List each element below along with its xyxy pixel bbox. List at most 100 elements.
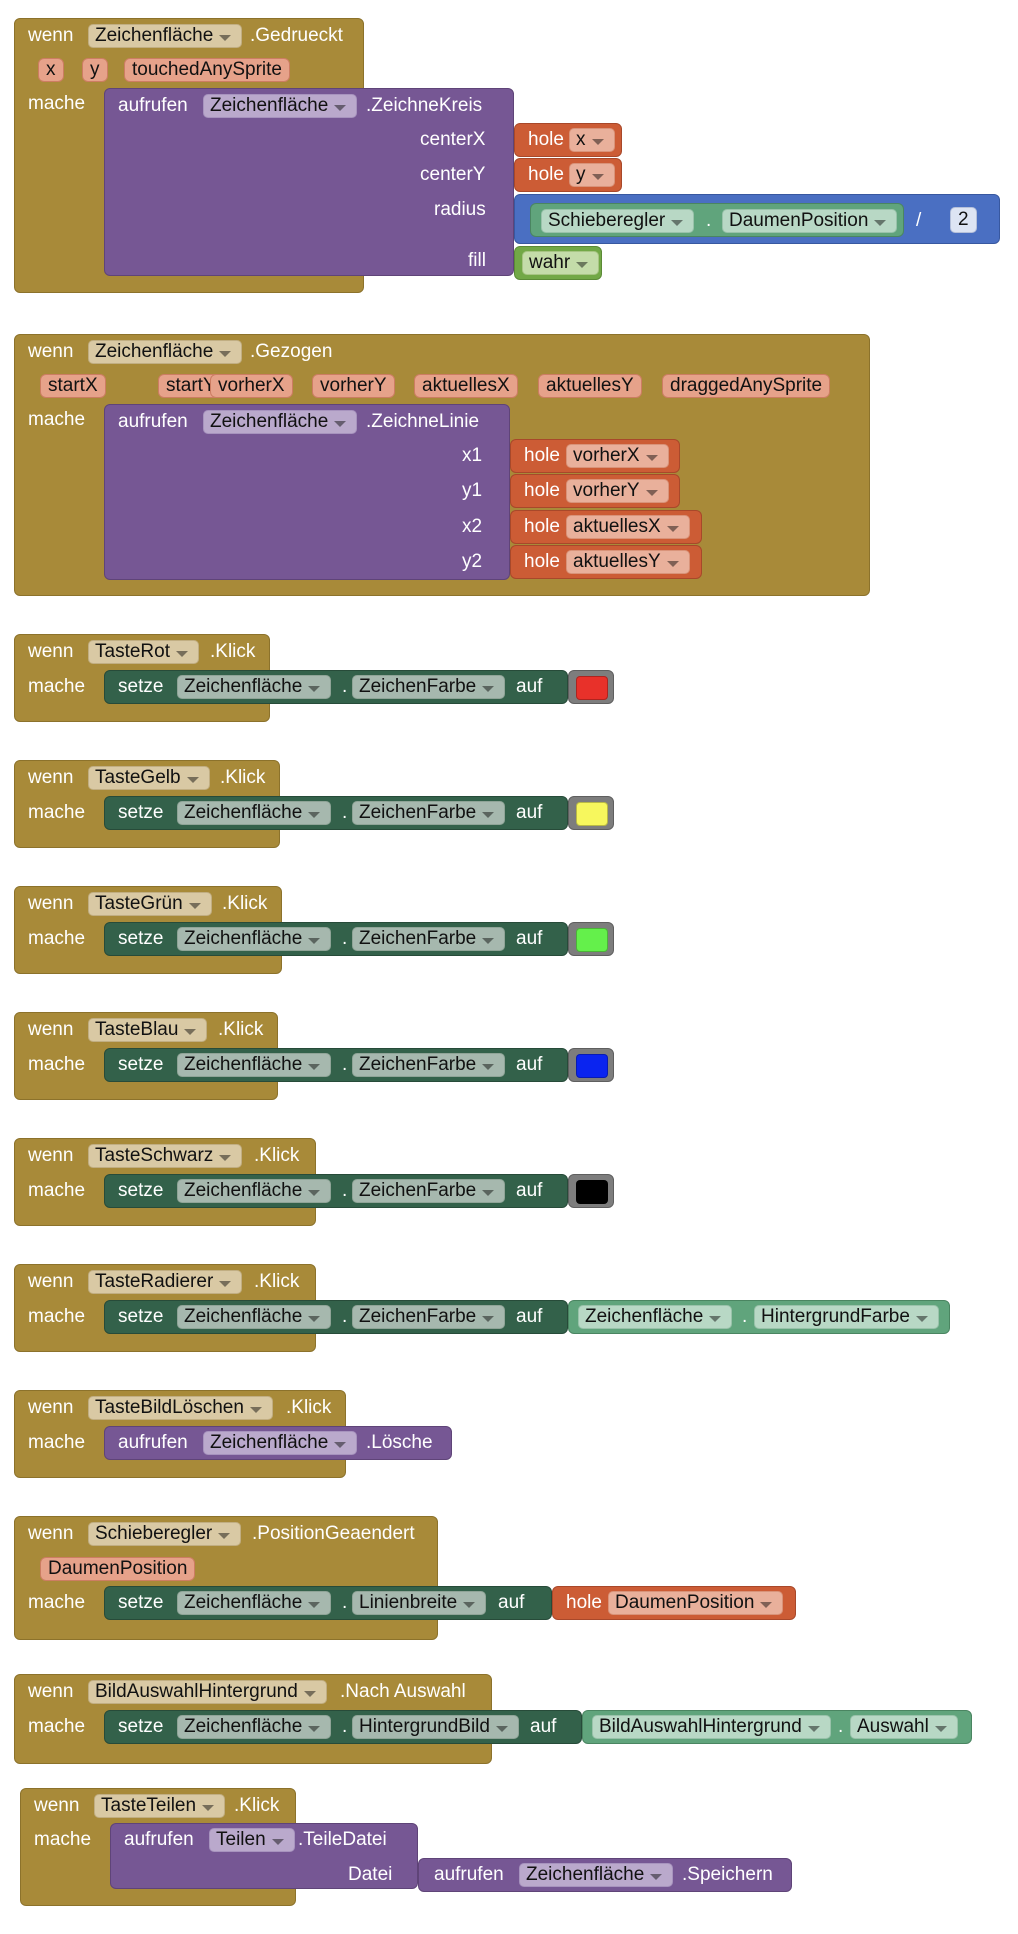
dot-separator: . — [838, 1716, 844, 1737]
component-dropdown[interactable]: Zeichenfläche — [177, 1715, 332, 1739]
component-dropdown[interactable]: Zeichenfläche — [177, 1591, 332, 1615]
when-keyword: wenn — [28, 767, 74, 788]
get-keyword: hole — [566, 1592, 602, 1613]
component-dropdown[interactable]: Schieberegler — [88, 1522, 242, 1546]
button-dropdown[interactable]: TasteRadierer — [88, 1270, 243, 1294]
component-dropdown[interactable]: BildAuswahlHintergrund — [592, 1715, 831, 1739]
param-current-x[interactable]: aktuellesX — [414, 374, 518, 398]
to-keyword: auf — [516, 1306, 543, 1327]
slider-component-dropdown[interactable]: Schieberegler — [541, 209, 695, 233]
property-dropdown[interactable]: HintergrundFarbe — [754, 1305, 939, 1329]
button-dropdown[interactable]: TasteGrün — [88, 892, 212, 916]
param-current-y[interactable]: aktuellesY — [538, 374, 642, 398]
variable-dropdown-x[interactable]: x — [569, 128, 615, 152]
param-previous-x[interactable]: vorherX — [210, 374, 293, 398]
do-keyword: mache — [28, 1592, 86, 1613]
when-keyword: wenn — [28, 1397, 74, 1418]
to-keyword: auf — [516, 928, 543, 949]
property-dropdown[interactable]: ZeichenFarbe — [352, 675, 506, 699]
dot-separator: . — [342, 1306, 348, 1327]
button-dropdown[interactable]: TasteGelb — [88, 766, 210, 790]
component-dropdown[interactable]: Zeichenfläche — [177, 1179, 332, 1203]
component-dropdown[interactable]: Zeichenfläche — [177, 1305, 332, 1329]
event-name: .Gedrueckt — [250, 25, 343, 46]
arg-label-file: Datei — [348, 1864, 393, 1885]
component-dropdown[interactable]: BildAuswahlHintergrund — [88, 1680, 327, 1704]
call-component-dropdown[interactable]: Zeichenfläche — [203, 1431, 358, 1455]
button-dropdown[interactable]: TasteTeilen — [94, 1794, 226, 1818]
button-dropdown[interactable]: TasteRot — [88, 640, 199, 664]
event-name: .PositionGeaendert — [252, 1523, 415, 1544]
property-dropdown[interactable]: ZeichenFarbe — [352, 801, 506, 825]
call-block-draw-circle[interactable] — [104, 88, 514, 276]
param-dragged-any-sprite[interactable]: draggedAnySprite — [662, 374, 831, 398]
number-two[interactable]: 2 — [950, 207, 977, 233]
component-dropdown[interactable]: Zeichenfläche — [177, 675, 332, 699]
component-dropdown[interactable]: Zeichenfläche — [88, 340, 243, 364]
param-previous-y[interactable]: vorherY — [312, 374, 395, 398]
call-component-dropdown[interactable]: Teilen — [209, 1828, 295, 1852]
get-keyword: hole — [528, 164, 564, 185]
arg-label-y1: y1 — [462, 480, 483, 501]
get-keyword: hole — [524, 551, 560, 572]
color-swatch[interactable] — [576, 802, 608, 826]
color-swatch[interactable] — [576, 1180, 608, 1204]
true-dropdown[interactable]: wahr — [522, 251, 600, 275]
property-dropdown[interactable]: Auswahl — [850, 1715, 958, 1739]
do-keyword: mache — [28, 1306, 86, 1327]
get-keyword: hole — [524, 516, 560, 537]
component-dropdown[interactable]: Zeichenfläche — [177, 927, 332, 951]
event-name: .Klick — [286, 1397, 332, 1418]
arg-label-x2: x2 — [462, 516, 483, 537]
variable-dropdown[interactable]: vorherY — [566, 479, 669, 503]
call-keyword: aufrufen — [434, 1864, 504, 1885]
to-keyword: auf — [530, 1716, 557, 1737]
dot-separator: . — [742, 1306, 748, 1327]
dot-separator: . — [342, 1716, 348, 1737]
color-swatch[interactable] — [576, 1054, 608, 1078]
param-touched-any-sprite[interactable]: touchedAnySprite — [124, 58, 290, 82]
call-component-dropdown[interactable]: Zeichenfläche — [203, 410, 358, 434]
set-keyword: setze — [118, 1306, 164, 1327]
param-x[interactable]: x — [38, 58, 64, 82]
call-keyword: aufrufen — [118, 1432, 188, 1453]
event-name: .Klick — [210, 641, 256, 662]
variable-dropdown[interactable]: aktuellesY — [566, 550, 690, 574]
property-dropdown[interactable]: ZeichenFarbe — [352, 927, 506, 951]
property-dropdown[interactable]: ZeichenFarbe — [352, 1305, 506, 1329]
call-component-dropdown[interactable]: Zeichenfläche — [519, 1863, 674, 1887]
variable-dropdown-y[interactable]: y — [569, 163, 615, 187]
component-dropdown[interactable]: Zeichenfläche — [177, 801, 332, 825]
property-dropdown[interactable]: HintergrundBild — [352, 1715, 519, 1739]
do-keyword: mache — [28, 802, 86, 823]
thumb-position-dropdown[interactable]: DaumenPosition — [722, 209, 898, 233]
button-dropdown[interactable]: TasteBildLöschen — [88, 1396, 273, 1420]
component-dropdown[interactable]: Zeichenfläche — [88, 24, 243, 48]
button-dropdown[interactable]: TasteSchwarz — [88, 1144, 243, 1168]
component-dropdown[interactable]: Zeichenfläche — [578, 1305, 733, 1329]
variable-dropdown[interactable]: DaumenPosition — [608, 1591, 784, 1615]
to-keyword: auf — [516, 802, 543, 823]
param-start-x[interactable]: startX — [40, 374, 106, 398]
dot-separator: . — [342, 676, 348, 697]
variable-dropdown[interactable]: vorherX — [566, 444, 669, 468]
property-dropdown[interactable]: ZeichenFarbe — [352, 1179, 506, 1203]
when-keyword: wenn — [28, 1019, 74, 1040]
param-y[interactable]: y — [82, 58, 108, 82]
property-dropdown[interactable]: ZeichenFarbe — [352, 1053, 506, 1077]
property-dropdown[interactable]: Linienbreite — [352, 1591, 487, 1615]
component-dropdown[interactable]: Zeichenfläche — [177, 1053, 332, 1077]
param-thumb-position[interactable]: DaumenPosition — [40, 1557, 196, 1581]
do-keyword: mache — [28, 1716, 86, 1737]
method-name: .Speichern — [682, 1864, 773, 1885]
color-swatch[interactable] — [576, 676, 608, 700]
do-keyword: mache — [28, 928, 86, 949]
color-swatch[interactable] — [576, 928, 608, 952]
dot-separator: . — [342, 928, 348, 949]
button-dropdown[interactable]: TasteBlau — [88, 1018, 208, 1042]
do-keyword: mache — [34, 1829, 92, 1850]
event-name: .Klick — [218, 1019, 264, 1040]
call-component-dropdown[interactable]: Zeichenfläche — [203, 94, 358, 118]
variable-dropdown[interactable]: aktuellesX — [566, 515, 690, 539]
dot-separator: . — [342, 1054, 348, 1075]
